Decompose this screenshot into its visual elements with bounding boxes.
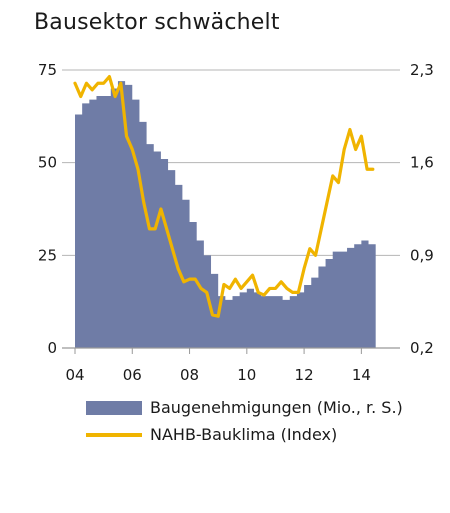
line-series-layer — [73, 75, 375, 318]
x-tick-label: 08 — [180, 366, 199, 384]
chart-title: Bausektor schwächelt — [34, 10, 280, 35]
area-series-layer — [75, 81, 376, 349]
x-tick-label: 14 — [352, 366, 371, 384]
y-right-tick-label: 1,6 — [410, 154, 434, 172]
x-tick-label: 04 — [65, 366, 84, 384]
legend-swatch-area — [86, 400, 142, 415]
legend-swatch-line — [86, 432, 142, 437]
axes: 75 50 25 0 2,3 1,6 0,9 0,2 04 06 08 10 12 14 — [38, 61, 434, 384]
y-right-tick-label: 0,9 — [410, 246, 434, 264]
y-right-tick-label: 0,2 — [410, 339, 434, 357]
line-series-nahb — [73, 75, 375, 318]
x-tick-label: 12 — [295, 366, 314, 384]
legend-label-line: NAHB-Bauklima (Index) — [150, 425, 338, 444]
y-right-tick-label: 2,3 — [410, 61, 434, 79]
y-left-tick-label: 0 — [47, 339, 57, 357]
y-left-tick-label: 50 — [38, 154, 57, 172]
x-tick-label: 10 — [237, 366, 256, 384]
x-tick-label: 06 — [123, 366, 142, 384]
y-left-tick-label: 25 — [38, 246, 57, 264]
area-series-baugenehmigungen — [75, 81, 376, 349]
legend-item-line: NAHB-Bauklima (Index) — [86, 425, 337, 444]
legend-item-area: Baugenehmigungen (Mio., r. S.) — [86, 398, 403, 417]
y-left-tick-label: 75 — [38, 61, 57, 79]
legend-label-area: Baugenehmigungen (Mio., r. S.) — [150, 398, 403, 417]
